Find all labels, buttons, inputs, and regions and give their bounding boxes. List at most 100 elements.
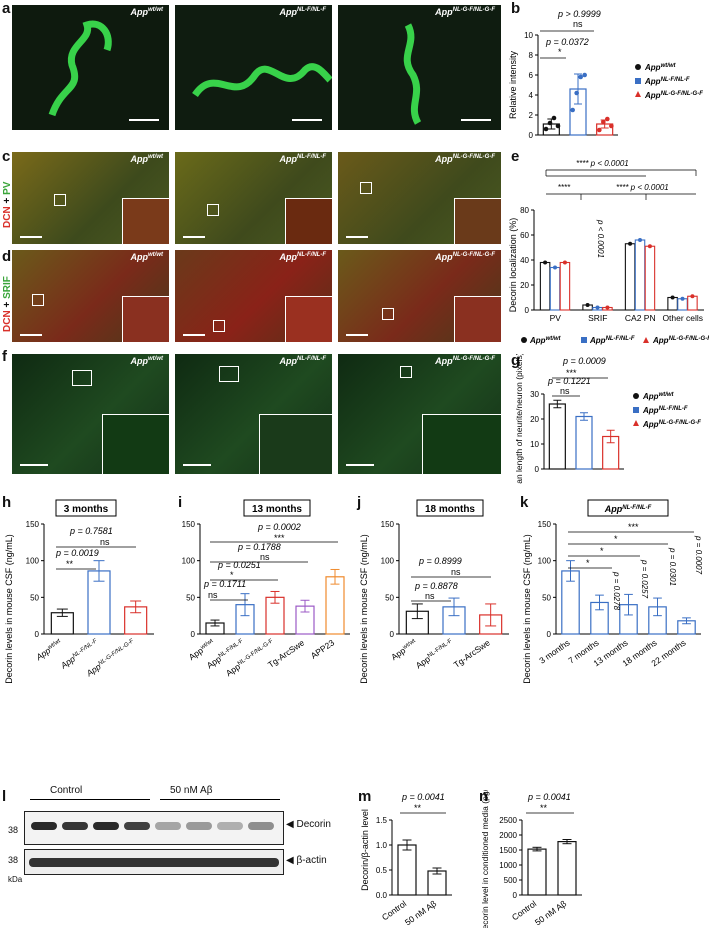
scale-bar: [346, 334, 368, 336]
micrograph-f-nlf: AppNL-F/NL-F: [175, 354, 332, 474]
sig-label: p = 0.1221: [547, 376, 591, 386]
region-box: [360, 182, 372, 194]
sig-mark: *: [230, 570, 234, 580]
genotype-label: Appwt/wt: [130, 7, 164, 17]
genotype-label: Appwt/wt: [130, 154, 164, 164]
data-point: [555, 123, 561, 129]
y-axis-label: Decorin level in conditioned media (pg/m…: [480, 790, 490, 928]
y-axis-label: Decorin/β-actin level: [360, 809, 370, 891]
zoom-inset: [285, 198, 332, 244]
data-point: [690, 294, 695, 299]
x-tick-label: AppNL-F/NL-F: [414, 637, 456, 670]
y-tick-label: 40: [520, 256, 529, 265]
micrograph-f-wt: Appwt/wt: [12, 354, 169, 474]
y-tick-label: 10: [524, 31, 533, 40]
chart-j: 18 months Decorin levels in mouse CSF (n…: [359, 499, 509, 684]
band-label-decorin: ◀ Decorin: [286, 819, 331, 830]
panel-letter-l: l: [2, 788, 7, 805]
micrograph-f-nlgf: AppNL-G-F/NL-G-F: [338, 354, 501, 474]
scale-bar: [346, 236, 368, 238]
data-point: [553, 265, 558, 270]
actin-blot: [24, 849, 284, 875]
y-tick-label: 50: [542, 593, 551, 602]
y-tick-label: 1500: [499, 846, 517, 855]
chart-i: 13 months 050100150Appwt/wtAppNL-F/NL-FA…: [182, 499, 350, 678]
micrograph-d-nlgf: AppNL-G-F/NL-G-F: [338, 250, 501, 342]
western-blot-l: Control 50 nM Aβ 38 38 kDa ◀ Decorin ◀ β…: [8, 785, 350, 925]
region-box: [54, 194, 66, 206]
micrograph-d-wt: Appwt/wt: [12, 250, 169, 342]
y-tick-label: 150: [182, 520, 196, 529]
bar: [557, 840, 577, 896]
sig-brackets: [568, 531, 694, 569]
micrograph-a-nlf: AppNL-F/NL-F: [175, 5, 332, 130]
x-tick-label: Appwt/wt: [389, 637, 419, 662]
group-label-control: Control: [50, 785, 83, 796]
title-box: [416, 499, 484, 517]
y-tick-label: 2000: [499, 831, 517, 840]
legend-item: AppNL-F/NL-F: [644, 77, 690, 86]
decorin-band: [186, 822, 212, 830]
micrograph-a-nlgf: AppNL-G-F/NL-G-F: [338, 5, 501, 130]
region-box: [400, 366, 412, 378]
genotype-label: Appwt/wt: [130, 252, 164, 262]
y-tick-label: 50: [186, 593, 195, 602]
micrograph-c-nlgf: AppNL-G-F/NL-G-F: [338, 152, 501, 244]
scale-bar: [183, 236, 205, 238]
scale-bar: [461, 119, 491, 121]
decorin-band: [217, 822, 243, 830]
sig-mark: ***: [628, 522, 639, 532]
sig-mark: ns: [560, 386, 570, 396]
y-tick-label: 2500: [499, 816, 517, 825]
sig-mark: ns: [100, 537, 110, 547]
bar: [687, 295, 698, 311]
sig-label: p > 0.9999: [557, 9, 601, 19]
data-point: [574, 90, 579, 96]
x-tick-label: Appwt/wt: [33, 637, 63, 662]
chart-b: Relative intensity 0 2 4 6 8 10 p > 0.9999 ns…: [508, 9, 703, 140]
zoom-inset: [102, 414, 169, 474]
legend-marker: [635, 64, 641, 70]
bar: [427, 870, 447, 896]
y-tick-label: 0: [547, 630, 552, 639]
y-tick-label: 0: [525, 306, 530, 315]
x-tick-label: SRIF: [588, 313, 607, 323]
data-point: [585, 303, 590, 307]
legend-marker: [635, 91, 641, 97]
panel-letter-h: h: [2, 494, 12, 511]
y-axis-label: Decorin levels in mouse CSF (ng/mL): [4, 534, 14, 684]
legend-marker: [521, 337, 527, 343]
genotype-label: AppNL-F/NL-F: [279, 356, 327, 366]
y-tick-label: 150: [26, 520, 40, 529]
chart-title: 18 months: [425, 504, 475, 515]
legend-item: AppNL-G-F/NL-G-F: [652, 336, 709, 345]
data-point: [562, 260, 567, 265]
scale-bar: [346, 464, 374, 466]
bar: [325, 576, 345, 635]
sig-brackets: [545, 169, 697, 200]
y-tick-label: 0: [35, 630, 40, 639]
panel-letter-i: i: [178, 494, 183, 511]
y-tick-label: 2: [529, 111, 534, 120]
x-tick-label: CA2 PN: [625, 313, 656, 323]
region-box: [213, 320, 225, 332]
data-point: [582, 72, 587, 78]
bar: [539, 261, 551, 311]
y-tick-label: 0.0: [376, 891, 388, 900]
scale-bar: [183, 334, 205, 336]
decorin-band: [62, 822, 88, 830]
sig-mark: *: [586, 558, 590, 568]
scale-bar: [20, 236, 42, 238]
y-tick-label: 0.5: [376, 866, 388, 875]
zoom-inset: [259, 414, 332, 474]
sig-label: p = 0.0301: [668, 547, 677, 586]
sig-label: p = 0.8999: [418, 556, 462, 566]
green-vessel-image: [192, 63, 332, 98]
y-tick-label: 20: [530, 415, 539, 424]
chart-k: AppNL-F/NL-F Decorin levels in mouse CSF…: [522, 499, 703, 684]
sig-label: p = 0.0251: [217, 560, 261, 570]
y-tick-label: 4: [529, 91, 534, 100]
zoom-inset: [122, 198, 169, 244]
data-point: [543, 260, 548, 265]
genotype-label: AppNL-G-F/NL-G-F: [435, 356, 495, 366]
